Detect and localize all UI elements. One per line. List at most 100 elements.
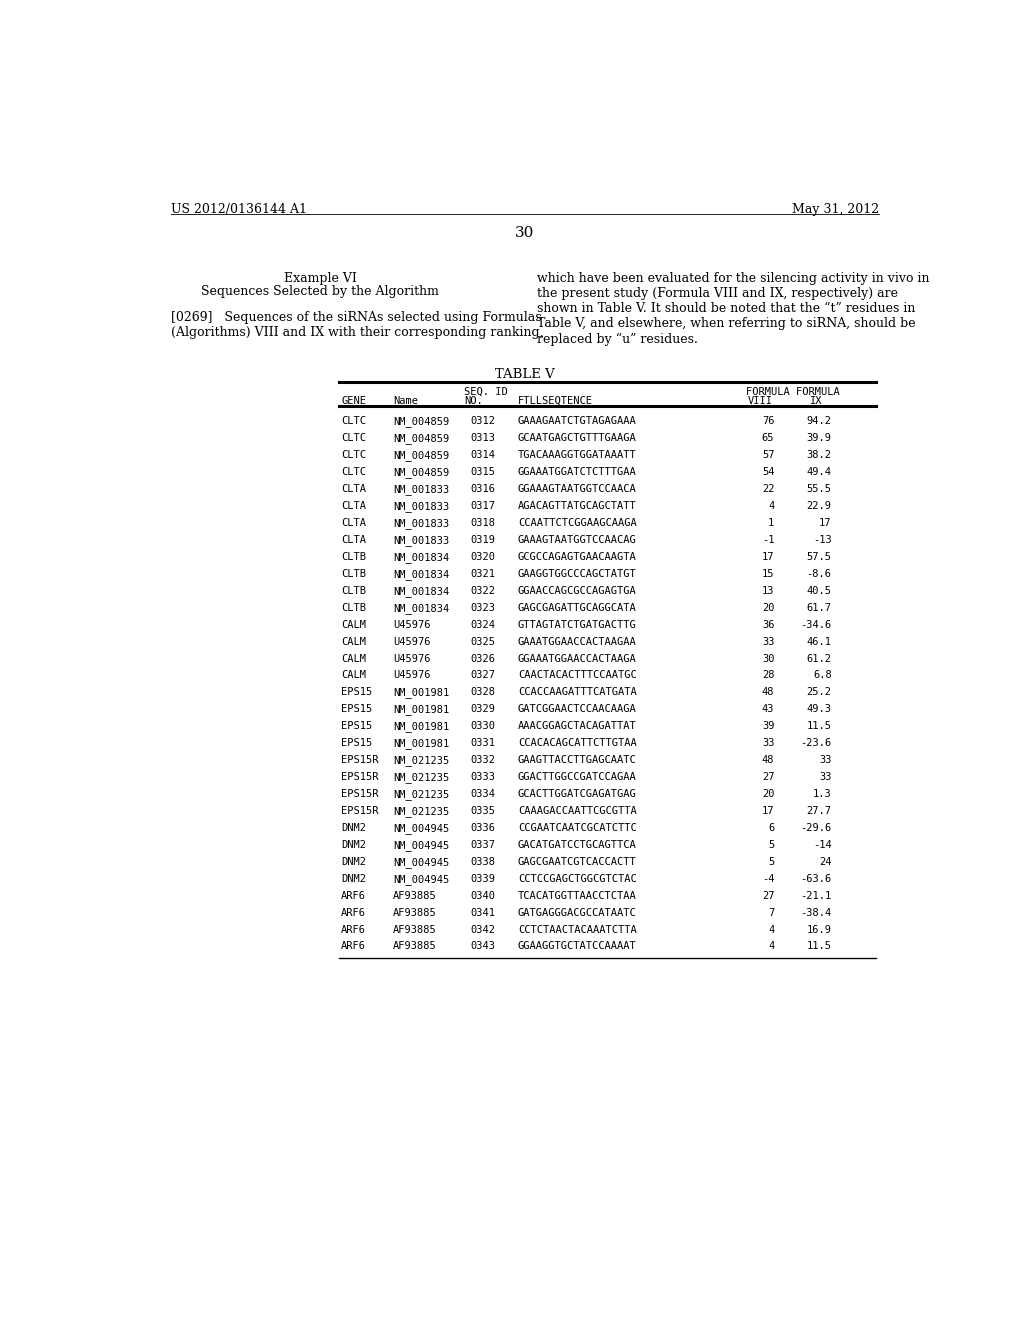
Text: CALM: CALM	[341, 671, 367, 680]
Text: CLTA: CLTA	[341, 517, 367, 528]
Text: 7: 7	[768, 908, 774, 917]
Text: NM_001981: NM_001981	[393, 688, 450, 698]
Text: 49.4: 49.4	[807, 467, 831, 477]
Text: 0336: 0336	[471, 822, 496, 833]
Text: EPS15R: EPS15R	[341, 807, 379, 816]
Text: 55.5: 55.5	[807, 484, 831, 494]
Text: which have been evaluated for the silencing activity in vivo in
the present stud: which have been evaluated for the silenc…	[538, 272, 930, 346]
Text: 39.9: 39.9	[807, 433, 831, 444]
Text: 57.5: 57.5	[807, 552, 831, 562]
Text: DNM2: DNM2	[341, 874, 367, 883]
Text: 30: 30	[762, 653, 774, 664]
Text: DNM2: DNM2	[341, 822, 367, 833]
Text: CLTA: CLTA	[341, 535, 367, 545]
Text: -29.6: -29.6	[801, 822, 831, 833]
Text: CCACCAAGATTTCATGATA: CCACCAAGATTTCATGATA	[518, 688, 637, 697]
Text: 0329: 0329	[471, 705, 496, 714]
Text: -21.1: -21.1	[801, 891, 831, 900]
Text: U45976: U45976	[393, 671, 430, 680]
Text: GTTAGTATCTGATGACTTG: GTTAGTATCTGATGACTTG	[518, 619, 637, 630]
Text: ARF6: ARF6	[341, 941, 367, 952]
Text: 43: 43	[762, 705, 774, 714]
Text: 0320: 0320	[471, 552, 496, 562]
Text: CLTB: CLTB	[341, 552, 367, 562]
Text: CLTC: CLTC	[341, 450, 367, 461]
Text: 28: 28	[762, 671, 774, 680]
Text: NM_001833: NM_001833	[393, 484, 450, 495]
Text: GAAGTTACCTTGAGCAATC: GAAGTTACCTTGAGCAATC	[518, 755, 637, 766]
Text: U45976: U45976	[393, 636, 430, 647]
Text: NM_001833: NM_001833	[393, 517, 450, 529]
Text: 24: 24	[819, 857, 831, 867]
Text: 17: 17	[762, 807, 774, 816]
Text: CLTA: CLTA	[341, 502, 367, 511]
Text: 4: 4	[768, 924, 774, 935]
Text: AF93885: AF93885	[393, 891, 437, 900]
Text: NM_021235: NM_021235	[393, 772, 450, 783]
Text: DNM2: DNM2	[341, 857, 367, 867]
Text: NM_001833: NM_001833	[393, 502, 450, 512]
Text: 0314: 0314	[471, 450, 496, 461]
Text: 6.8: 6.8	[813, 671, 831, 680]
Text: 0317: 0317	[471, 502, 496, 511]
Text: GACATGATCCTGCAGTTCA: GACATGATCCTGCAGTTCA	[518, 840, 637, 850]
Text: CLTB: CLTB	[341, 586, 367, 595]
Text: 4: 4	[768, 502, 774, 511]
Text: GGAACCAGCGCCAGAGTGA: GGAACCAGCGCCAGAGTGA	[518, 586, 637, 595]
Text: 11.5: 11.5	[807, 721, 831, 731]
Text: 0321: 0321	[471, 569, 496, 578]
Text: GATGAGGGACGCCATAATC: GATGAGGGACGCCATAATC	[518, 908, 637, 917]
Text: DNM2: DNM2	[341, 840, 367, 850]
Text: 0328: 0328	[471, 688, 496, 697]
Text: -38.4: -38.4	[801, 908, 831, 917]
Text: -14: -14	[813, 840, 831, 850]
Text: CLTC: CLTC	[341, 467, 367, 477]
Text: NM_004859: NM_004859	[393, 450, 450, 461]
Text: CALM: CALM	[341, 636, 367, 647]
Text: EPS15: EPS15	[341, 738, 373, 748]
Text: GAAAGAATCTGTAGAGAAA: GAAAGAATCTGTAGAGAAA	[518, 416, 637, 426]
Text: GATCGGAACTCCAACAAGA: GATCGGAACTCCAACAAGA	[518, 705, 637, 714]
Text: 0343: 0343	[471, 941, 496, 952]
Text: 49.3: 49.3	[807, 705, 831, 714]
Text: 0330: 0330	[471, 721, 496, 731]
Text: 17: 17	[762, 552, 774, 562]
Text: GENE: GENE	[341, 396, 367, 405]
Text: CCACACAGCATTCTTGTAA: CCACACAGCATTCTTGTAA	[518, 738, 637, 748]
Text: EPS15R: EPS15R	[341, 789, 379, 799]
Text: 36: 36	[762, 619, 774, 630]
Text: 4: 4	[768, 941, 774, 952]
Text: AF93885: AF93885	[393, 924, 437, 935]
Text: 22.9: 22.9	[807, 502, 831, 511]
Text: 0326: 0326	[471, 653, 496, 664]
Text: 6: 6	[768, 822, 774, 833]
Text: -34.6: -34.6	[801, 619, 831, 630]
Text: 30: 30	[515, 226, 535, 240]
Text: -23.6: -23.6	[801, 738, 831, 748]
Text: CCAATTCTCGGAAGCAAGA: CCAATTCTCGGAAGCAAGA	[518, 517, 637, 528]
Text: -13: -13	[813, 535, 831, 545]
Text: 65: 65	[762, 433, 774, 444]
Text: CAACTACACTTTCCAATGC: CAACTACACTTTCCAATGC	[518, 671, 637, 680]
Text: 16.9: 16.9	[807, 924, 831, 935]
Text: 54: 54	[762, 467, 774, 477]
Text: GAAGGTGGCCCAGCTATGT: GAAGGTGGCCCAGCTATGT	[518, 569, 637, 578]
Text: 33: 33	[819, 755, 831, 766]
Text: 61.2: 61.2	[807, 653, 831, 664]
Text: 20: 20	[762, 603, 774, 612]
Text: 25.2: 25.2	[807, 688, 831, 697]
Text: CLTC: CLTC	[341, 433, 367, 444]
Text: AF93885: AF93885	[393, 908, 437, 917]
Text: 61.7: 61.7	[807, 603, 831, 612]
Text: 0318: 0318	[471, 517, 496, 528]
Text: 46.1: 46.1	[807, 636, 831, 647]
Text: GAAAGTAATGGTCCAACAG: GAAAGTAATGGTCCAACAG	[518, 535, 637, 545]
Text: 33: 33	[762, 738, 774, 748]
Text: NM_004859: NM_004859	[393, 416, 450, 428]
Text: FORMULA FORMULA: FORMULA FORMULA	[746, 387, 841, 397]
Text: NM_004859: NM_004859	[393, 433, 450, 445]
Text: US 2012/0136144 A1: US 2012/0136144 A1	[171, 203, 306, 216]
Text: FTLLSEQTENCE: FTLLSEQTENCE	[518, 396, 593, 405]
Text: 0342: 0342	[471, 924, 496, 935]
Text: 0339: 0339	[471, 874, 496, 883]
